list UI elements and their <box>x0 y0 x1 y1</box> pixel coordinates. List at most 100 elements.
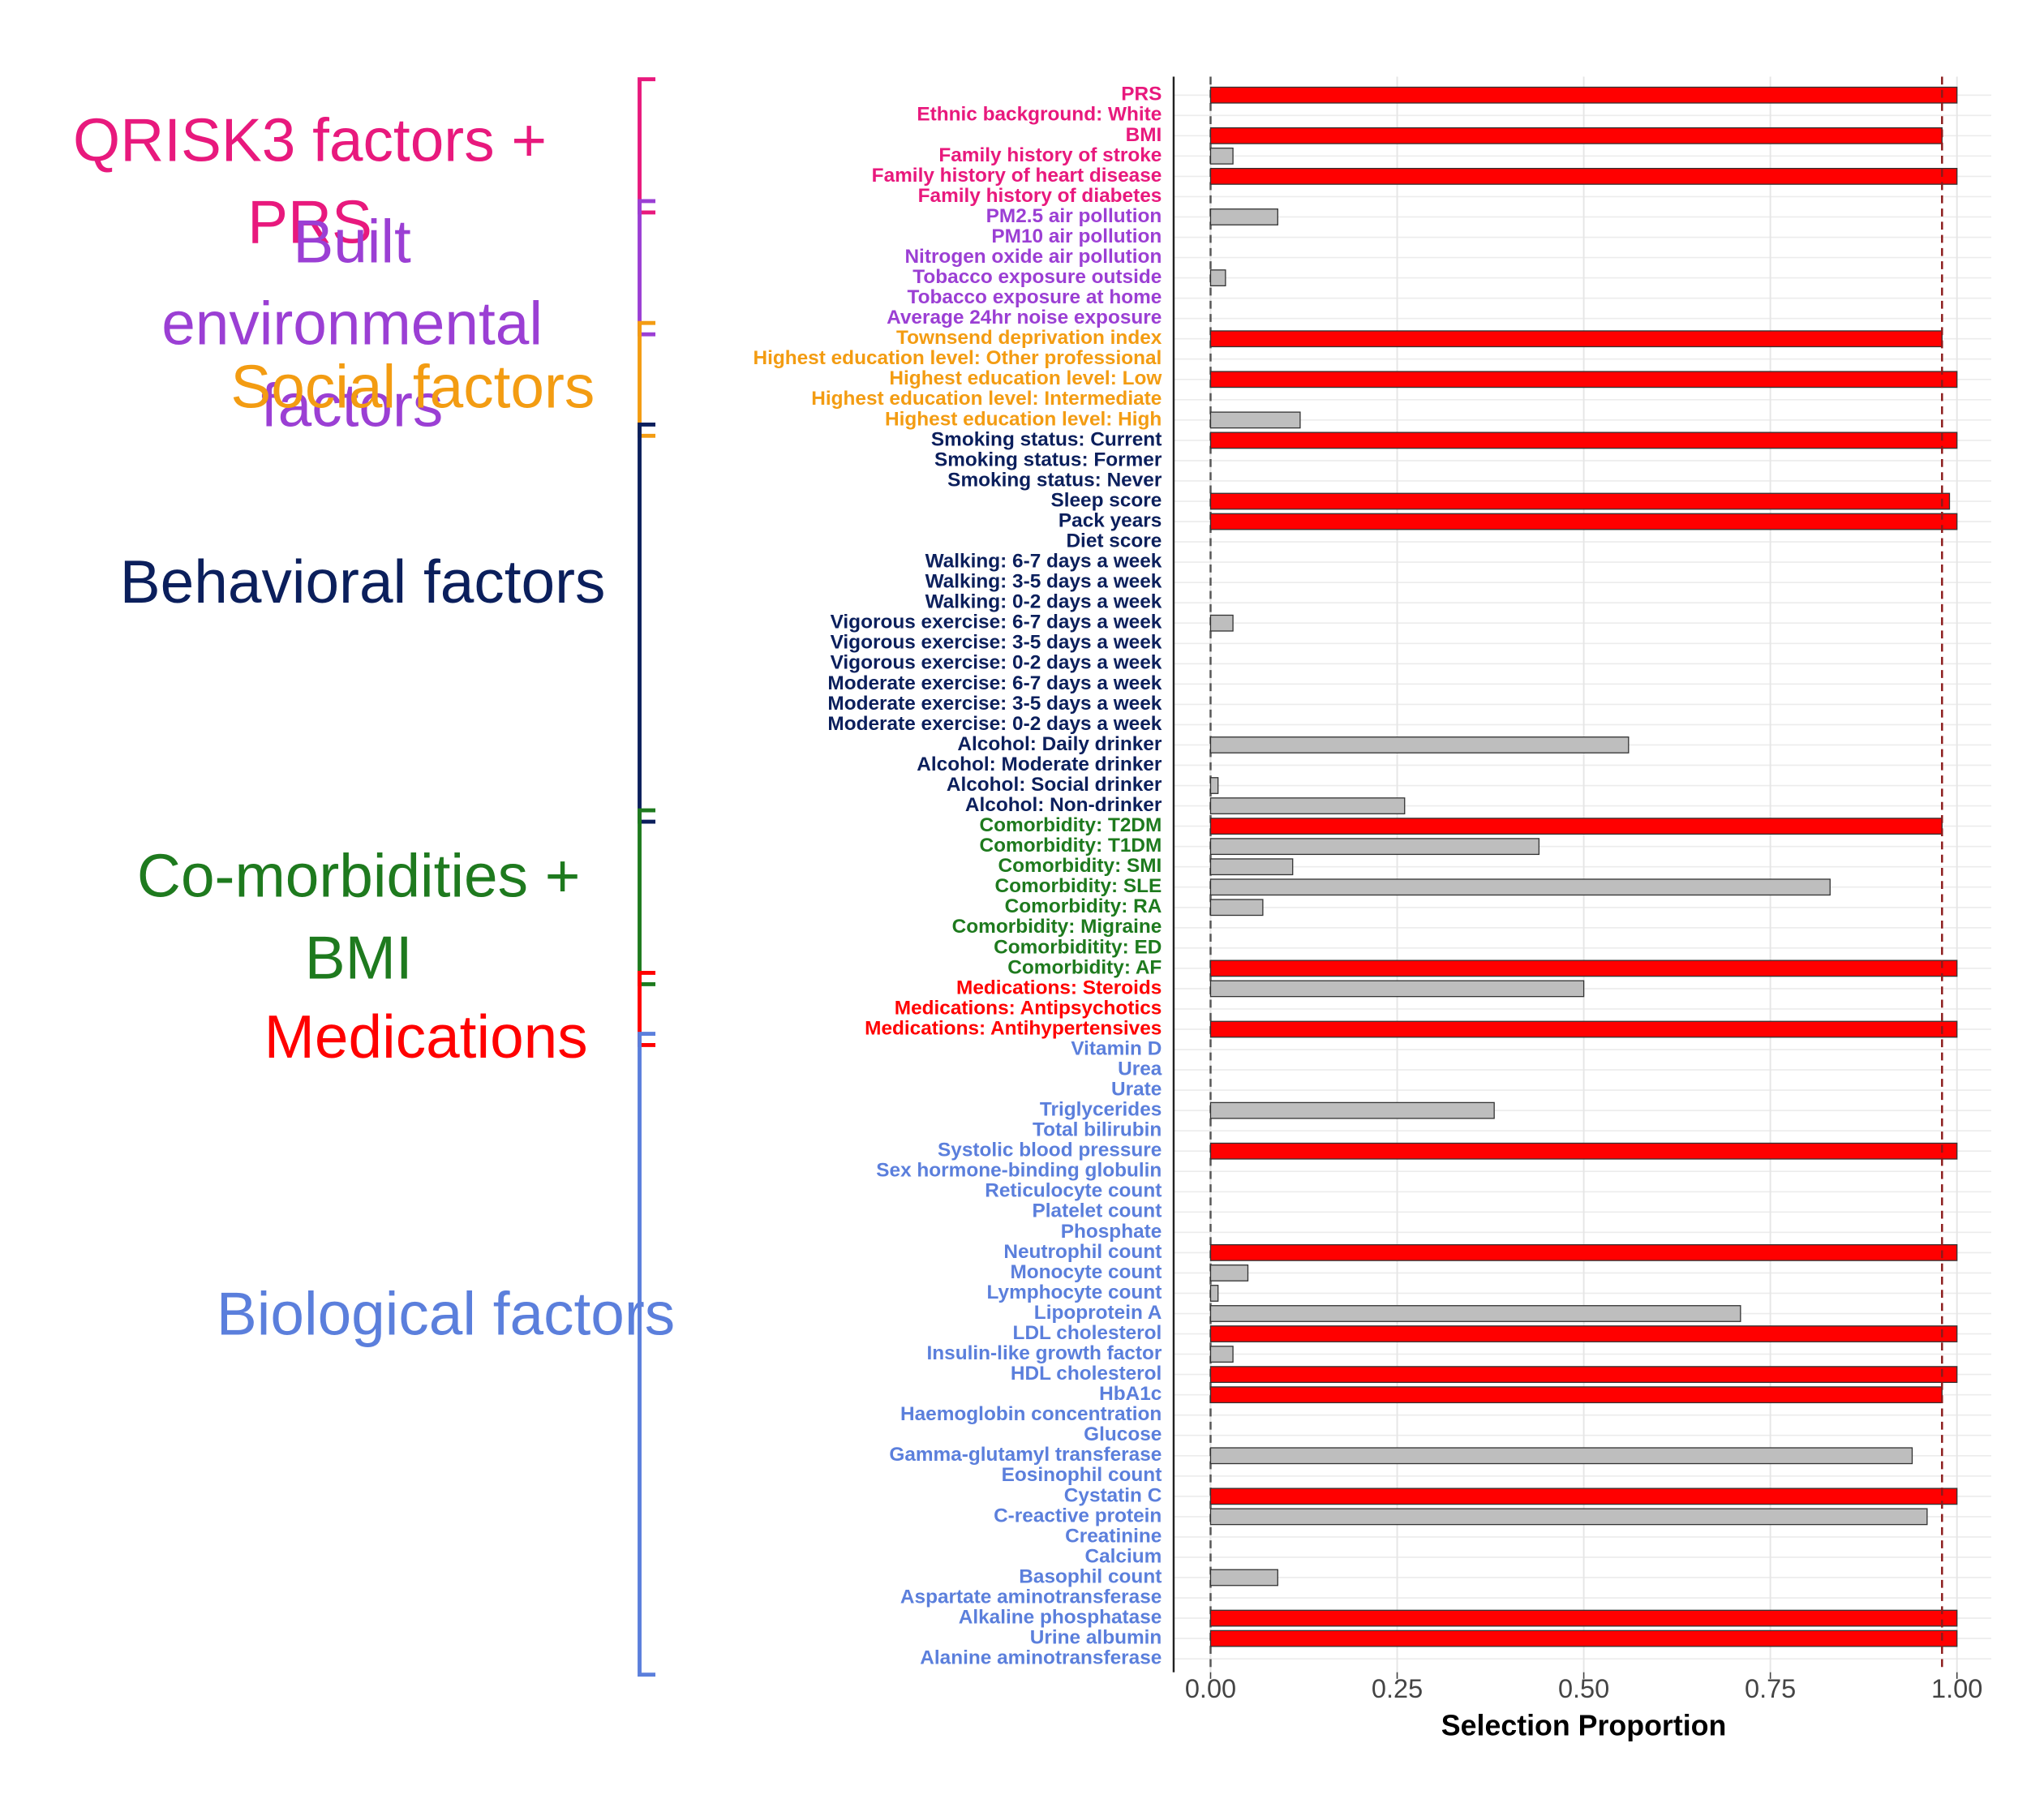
row-label: Sleep score <box>1050 489 1162 511</box>
row-label: Haemoglobin concentration <box>900 1403 1162 1425</box>
row-label: HbA1c <box>1099 1383 1162 1405</box>
bar <box>1209 492 1951 510</box>
bar <box>1209 797 1406 814</box>
group-label-box: Behavioral factors <box>119 547 606 616</box>
row-label: Comorbidity: SMI <box>998 855 1162 877</box>
group-label: QRISK3 factors + PRS <box>73 105 548 256</box>
group-label: Social factors <box>230 352 595 421</box>
bar <box>1209 614 1234 632</box>
row-label: PM2.5 air pollution <box>986 205 1162 227</box>
row-label: PM10 air pollution <box>991 225 1162 247</box>
group-label: Behavioral factors <box>119 547 606 616</box>
row-label: Insulin-like growth factor <box>927 1342 1162 1364</box>
row-label: Moderate exercise: 3-5 days a week <box>827 693 1162 715</box>
group-label: Medications <box>264 1002 588 1071</box>
row-label: Pack years <box>1058 509 1162 531</box>
row-label: LDL cholesterol <box>1013 1322 1162 1344</box>
row-label: Highest education level: Intermediate <box>811 388 1162 410</box>
row-label: Vigorous exercise: 0-2 days a week <box>831 652 1162 674</box>
row-label: Smoking status: Current <box>931 428 1162 450</box>
bar <box>1209 899 1264 917</box>
row-label: Lymphocyte count <box>987 1282 1162 1303</box>
x-tick-label: 0.75 <box>1745 1674 1796 1703</box>
bar <box>1209 1243 1958 1261</box>
row-label: Moderate exercise: 6-7 days a week <box>827 672 1162 694</box>
row-label: Comorbidity: Migraine <box>952 916 1162 938</box>
bar <box>1209 432 1958 449</box>
bar <box>1209 269 1226 287</box>
bar <box>1209 147 1234 165</box>
row-label: Phosphate <box>1061 1221 1162 1243</box>
row-label: Alcohol: Moderate drinker <box>917 754 1162 775</box>
row-label: Neutrophil count <box>1003 1241 1162 1263</box>
bar <box>1209 411 1301 429</box>
row-label: Diet score <box>1066 530 1162 552</box>
bar <box>1209 127 1943 144</box>
row-label: Alcohol: Non-drinker <box>965 794 1162 816</box>
x-tick-label: 0.25 <box>1372 1674 1423 1703</box>
row-label: BMI <box>1126 124 1162 146</box>
row-label: Moderate exercise: 0-2 days a week <box>827 713 1162 735</box>
group-bracket <box>638 422 656 824</box>
bar <box>1209 980 1585 998</box>
row-label: Aspartate aminotransferase <box>900 1586 1162 1608</box>
bar <box>1209 838 1540 856</box>
bar <box>1209 371 1958 389</box>
row-label: Vigorous exercise: 3-5 days a week <box>831 632 1162 654</box>
row-label: Highest education level: Other professio… <box>753 347 1162 369</box>
row-label: Urea <box>1118 1058 1162 1080</box>
row-label: Monocyte count <box>1010 1261 1162 1283</box>
bar <box>1209 1142 1958 1160</box>
x-axis-label: Selection Proportion <box>1441 1709 1727 1741</box>
row-label: Urine albumin <box>1030 1627 1162 1649</box>
row-label: HDL cholesterol <box>1011 1363 1162 1385</box>
bar <box>1209 736 1630 754</box>
group-label-box: Biological factors <box>217 1279 675 1348</box>
bar <box>1209 1386 1943 1404</box>
row-label: Tobacco exposure outside <box>912 266 1162 288</box>
bar <box>1209 777 1219 794</box>
group-label-box: Built environmental factors <box>161 207 543 439</box>
bar <box>1209 1366 1958 1384</box>
group-label-box: QRISK3 factors + PRS <box>73 105 548 256</box>
bar <box>1209 818 1943 835</box>
bar <box>1209 878 1831 896</box>
x-tick-label: 0.50 <box>1558 1674 1609 1703</box>
row-label: Medications: Antihypertensives <box>865 1017 1162 1039</box>
group-bracket <box>638 77 656 215</box>
bar <box>1209 1508 1928 1526</box>
row-label: Alanine aminotransferase <box>920 1647 1162 1669</box>
bar <box>1209 960 1958 977</box>
row-label: Alkaline phosphatase <box>959 1607 1162 1629</box>
bar <box>1209 1101 1495 1119</box>
row-label: Comorbiditity: ED <box>994 936 1162 958</box>
bar <box>1209 168 1958 185</box>
row-label: Tobacco exposure at home <box>908 286 1162 308</box>
row-label: Smoking status: Former <box>934 449 1162 470</box>
bar <box>1209 1346 1234 1363</box>
group-bracket <box>638 320 656 438</box>
row-label: Highest education level: High <box>885 408 1162 430</box>
bar <box>1209 1488 1958 1505</box>
bar <box>1209 86 1958 104</box>
bar <box>1209 1020 1958 1038</box>
row-label: Average 24hr noise exposure <box>887 307 1162 328</box>
row-label: C-reactive protein <box>994 1505 1162 1526</box>
row-label: Walking: 3-5 days a week <box>925 571 1162 593</box>
row-label: Comorbidity: SLE <box>994 875 1162 897</box>
row-label: Nitrogen oxide air pollution <box>904 246 1162 268</box>
row-label: PRS <box>1121 84 1162 105</box>
row-label: Vitamin D <box>1071 1037 1162 1059</box>
bar <box>1209 1305 1741 1322</box>
bar <box>1209 513 1958 530</box>
row-label: Smoking status: Never <box>947 469 1162 491</box>
group-bracket <box>638 199 656 337</box>
row-label: Walking: 0-2 days a week <box>925 591 1162 613</box>
bar <box>1209 1629 1958 1647</box>
row-label: Cystatin C <box>1064 1484 1162 1506</box>
row-label: Medications: Antipsychotics <box>895 997 1162 1019</box>
bar <box>1209 1325 1958 1342</box>
row-label: Medications: Steroids <box>956 977 1162 998</box>
group-bracket <box>638 970 656 1047</box>
